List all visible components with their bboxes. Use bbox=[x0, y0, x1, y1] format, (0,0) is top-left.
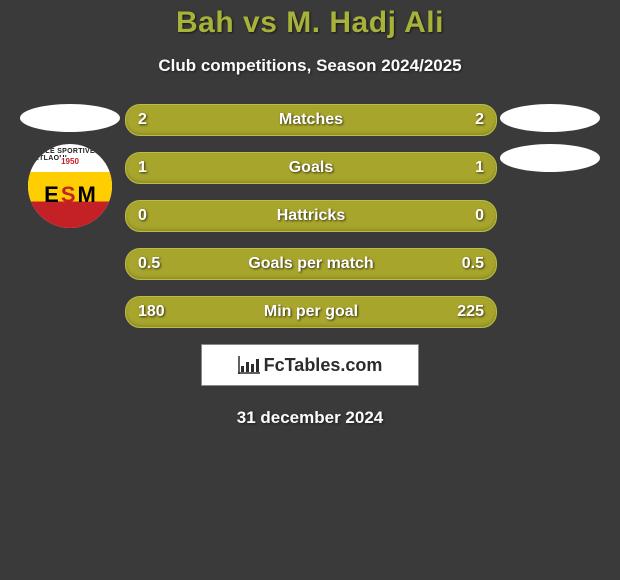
brand-text: FcTables.com bbox=[264, 355, 383, 376]
stat-label: Min per goal bbox=[126, 303, 496, 321]
crest-letter-s: S bbox=[61, 182, 76, 208]
crest-letter-m: M bbox=[78, 182, 96, 208]
stat-row-goals: 1 Goals 1 bbox=[125, 152, 497, 184]
stat-label: Matches bbox=[126, 111, 496, 129]
right-badges bbox=[500, 104, 600, 184]
stat-value-right: 2 bbox=[475, 111, 484, 129]
player-right-badge-placeholder bbox=[500, 104, 600, 132]
stat-bars: 2 Matches 2 1 Goals 1 0 Hattricks 0 0.5 … bbox=[125, 104, 495, 328]
bar-chart-icon bbox=[238, 356, 260, 374]
stat-row-min-per-goal: 180 Min per goal 225 bbox=[125, 296, 497, 328]
stat-row-matches: 2 Matches 2 bbox=[125, 104, 497, 136]
stat-value-left: 1 bbox=[138, 159, 147, 177]
crest-stripes: E S M bbox=[28, 162, 112, 228]
stat-row-hattricks: 0 Hattricks 0 bbox=[125, 200, 497, 232]
stat-value-left: 0.5 bbox=[138, 255, 160, 273]
club-crest-esm: ETOILE SPORTIVE METLAOUI 1950 E S M bbox=[28, 144, 112, 228]
comparison-infographic: Bah vs M. Hadj Ali Club competitions, Se… bbox=[0, 0, 620, 580]
crest-letter-e: E bbox=[44, 182, 59, 208]
stat-value-right: 0 bbox=[475, 207, 484, 225]
stats-area: ETOILE SPORTIVE METLAOUI 1950 E S M 2 Ma… bbox=[0, 104, 620, 428]
stat-label: Hattricks bbox=[126, 207, 496, 225]
stat-value-left: 0 bbox=[138, 207, 147, 225]
stat-value-right: 0.5 bbox=[462, 255, 484, 273]
stat-label: Goals bbox=[126, 159, 496, 177]
brand-box[interactable]: FcTables.com bbox=[201, 344, 419, 386]
stat-value-right: 225 bbox=[457, 303, 484, 321]
club-right-badge-placeholder bbox=[500, 144, 600, 172]
left-badges: ETOILE SPORTIVE METLAOUI 1950 E S M bbox=[20, 104, 120, 228]
crest-year: 1950 bbox=[59, 157, 81, 166]
player-left-badge-placeholder bbox=[20, 104, 120, 132]
stat-value-left: 2 bbox=[138, 111, 147, 129]
subtitle: Club competitions, Season 2024/2025 bbox=[0, 56, 620, 76]
page-title: Bah vs M. Hadj Ali bbox=[0, 0, 620, 40]
stat-value-left: 180 bbox=[138, 303, 165, 321]
stat-label: Goals per match bbox=[126, 255, 496, 273]
stat-value-right: 1 bbox=[475, 159, 484, 177]
stat-row-goals-per-match: 0.5 Goals per match 0.5 bbox=[125, 248, 497, 280]
date-line: 31 december 2024 bbox=[0, 408, 620, 428]
crest-letters: E S M bbox=[44, 182, 96, 208]
